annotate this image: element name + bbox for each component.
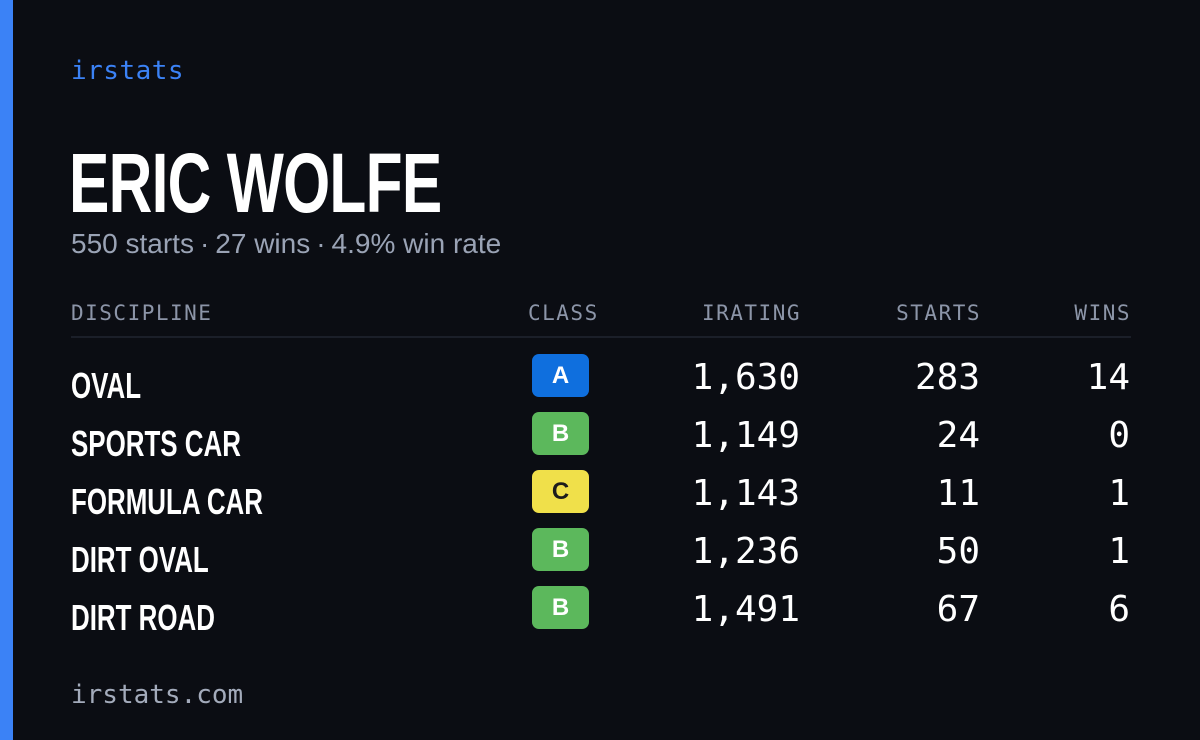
class-badge: B [532, 586, 589, 629]
separator-dot: · [316, 228, 326, 259]
irating-value: 1,491 [691, 589, 800, 630]
accent-bar [0, 0, 13, 740]
wins-summary: 27 wins [215, 228, 311, 259]
wins-value: 1 [1108, 473, 1130, 514]
wins-value: 6 [1108, 589, 1130, 630]
header-irating: IRATING [701, 301, 801, 325]
header-class: CLASS [528, 301, 599, 325]
discipline-name: DIRT ROAD [71, 597, 215, 638]
win-rate-summary: 4.9% win rate [331, 228, 502, 259]
class-badge: C [532, 470, 589, 513]
starts-value: 283 [914, 357, 980, 398]
table-row: DIRT ROAD B 1,491 67 6 [71, 586, 1131, 644]
discipline-name: DIRT OVAL [71, 539, 209, 580]
discipline-table: DISCIPLINE CLASS IRATING STARTS WINS OVA… [71, 298, 1131, 644]
irating-value: 1,149 [691, 415, 800, 456]
discipline-name: FORMULA CAR [71, 481, 263, 522]
starts-value: 67 [936, 589, 980, 630]
starts-value: 11 [936, 473, 980, 514]
irating-value: 1,143 [691, 473, 800, 514]
header-wins: WINS [1074, 301, 1131, 325]
wins-value: 0 [1108, 415, 1130, 456]
irating-value: 1,630 [691, 357, 800, 398]
driver-summary: 550 starts · 27 wins · 4.9% win rate [71, 228, 501, 260]
class-badge: B [532, 412, 589, 455]
header-starts: STARTS [896, 301, 981, 325]
table-row: OVAL A 1,630 283 14 [71, 354, 1131, 412]
class-badge: A [532, 354, 589, 397]
table-row: SPORTS CAR B 1,149 24 0 [71, 412, 1131, 470]
footer-url[interactable]: irstats.com [71, 680, 244, 710]
driver-name: ERIC WOLFE [69, 136, 442, 230]
brand-logo-text: irstats [71, 56, 185, 86]
table-body: OVAL A 1,630 283 14 SPORTS CAR B 1,149 2… [71, 338, 1131, 644]
header-discipline: DISCIPLINE [71, 301, 213, 325]
irating-value: 1,236 [691, 531, 800, 572]
class-badge: B [532, 528, 589, 571]
discipline-name: SPORTS CAR [71, 423, 241, 464]
starts-value: 24 [936, 415, 980, 456]
table-row: DIRT OVAL B 1,236 50 1 [71, 528, 1131, 586]
table-header: DISCIPLINE CLASS IRATING STARTS WINS [71, 298, 1131, 338]
separator-dot: · [199, 228, 210, 259]
wins-value: 1 [1108, 531, 1130, 572]
table-row: FORMULA CAR C 1,143 11 1 [71, 470, 1131, 528]
wins-value: 14 [1086, 357, 1130, 398]
starts-value: 50 [936, 531, 980, 572]
discipline-name: OVAL [71, 365, 142, 406]
starts-summary: 550 starts [71, 228, 194, 259]
